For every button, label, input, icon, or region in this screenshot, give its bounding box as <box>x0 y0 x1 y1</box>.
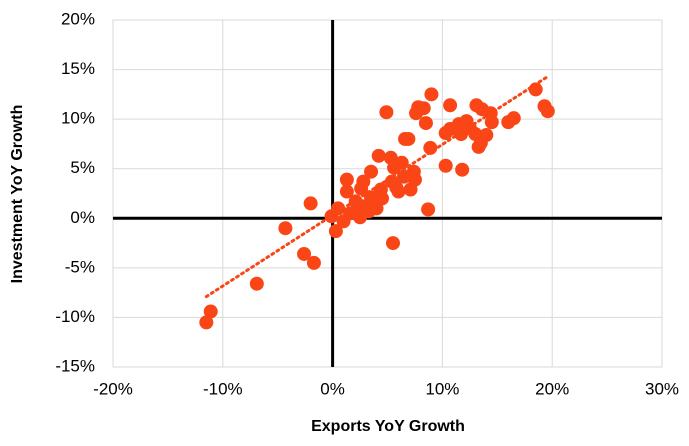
point <box>424 87 439 102</box>
point <box>379 105 394 120</box>
point <box>278 221 293 236</box>
point <box>356 174 371 189</box>
x-tick-label: 0% <box>320 379 345 398</box>
point <box>249 276 264 291</box>
y-tick-label: 0% <box>70 208 95 227</box>
y-tick-label: 15% <box>61 59 95 78</box>
point <box>401 131 416 146</box>
point <box>297 246 312 261</box>
x-tick-label: -20% <box>93 379 133 398</box>
point <box>371 148 386 163</box>
point <box>385 236 400 251</box>
x-tick-label: 20% <box>535 379 569 398</box>
y-tick-label: -10% <box>55 307 95 326</box>
point <box>303 196 318 211</box>
point <box>407 172 422 187</box>
point <box>455 162 470 177</box>
y-tick-label: 20% <box>61 9 95 28</box>
point <box>443 98 458 113</box>
point <box>479 128 494 143</box>
y-tick-label: 10% <box>61 109 95 128</box>
x-tick-label: -10% <box>203 379 243 398</box>
x-tick-label: 10% <box>425 379 459 398</box>
point <box>418 116 433 131</box>
trendline <box>204 75 550 299</box>
point <box>416 101 431 116</box>
y-tick-label: 5% <box>70 158 95 177</box>
point <box>394 155 409 170</box>
y-tick-label: -15% <box>55 356 95 375</box>
y-tick-label: -5% <box>65 257 95 276</box>
point <box>339 184 354 199</box>
point <box>339 172 354 187</box>
point <box>306 255 321 270</box>
point <box>331 201 346 216</box>
point <box>328 224 343 239</box>
point <box>391 184 406 199</box>
point <box>203 304 218 319</box>
point <box>375 191 390 206</box>
point <box>364 164 379 179</box>
y-axis-title: Investment YoY Growth <box>9 105 26 284</box>
point <box>438 158 453 173</box>
point <box>506 111 521 126</box>
point <box>421 202 436 217</box>
point <box>199 315 214 330</box>
point <box>484 115 499 130</box>
x-tick-label: 30% <box>645 379 679 398</box>
plot-border <box>112 19 663 368</box>
point <box>540 104 555 119</box>
x-axis-title: Exports YoY Growth <box>311 418 465 435</box>
point <box>528 82 543 97</box>
